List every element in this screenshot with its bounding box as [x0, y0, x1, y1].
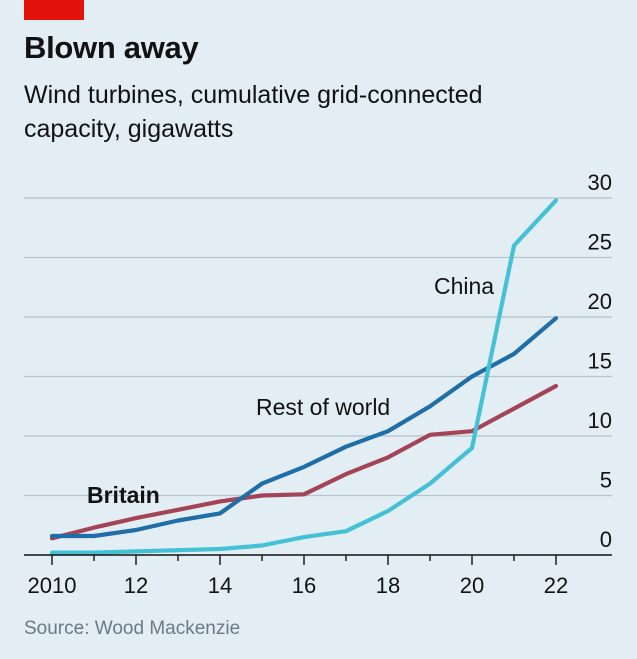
- y-tick-label: 20: [588, 289, 612, 314]
- economist-red-flag: [24, 0, 84, 20]
- x-tick-label: 20: [460, 573, 484, 598]
- series-label-china: China: [434, 273, 494, 299]
- series-line-rest-of-world: [49, 316, 559, 539]
- source-note: Source: Wood Mackenzie: [24, 618, 241, 639]
- y-tick-label: 0: [600, 527, 612, 552]
- series-lines: [49, 198, 559, 555]
- chart-title: Blown away: [24, 30, 199, 65]
- x-tick-label: 2010: [28, 573, 77, 598]
- series-label-britain: Britain: [87, 482, 160, 508]
- y-axis-ticks: 0 5 10 15 20 25 30: [588, 170, 612, 552]
- x-axis: 2010 12 14 16 18 20 22: [24, 554, 612, 598]
- y-tick-label: 25: [588, 230, 612, 255]
- x-tick-label: 12: [124, 573, 148, 598]
- x-tick-label: 14: [208, 573, 232, 598]
- y-tick-label: 10: [588, 408, 612, 433]
- x-tick-label: 22: [544, 573, 568, 598]
- x-tick-label: 18: [376, 573, 400, 598]
- gridlines: [24, 197, 612, 497]
- series-labels: China Rest of world Britain: [87, 273, 494, 508]
- series-line-china: [49, 198, 559, 555]
- y-tick-label: 30: [588, 170, 612, 195]
- chart-subtitle: Wind turbines, cumulative grid-connected…: [24, 81, 483, 143]
- y-tick-label: 5: [600, 468, 612, 493]
- x-tick-label: 16: [292, 573, 316, 598]
- series-label-rest-of-world: Rest of world: [256, 394, 390, 420]
- series-line-britain: [49, 383, 559, 541]
- y-tick-label: 15: [588, 349, 612, 374]
